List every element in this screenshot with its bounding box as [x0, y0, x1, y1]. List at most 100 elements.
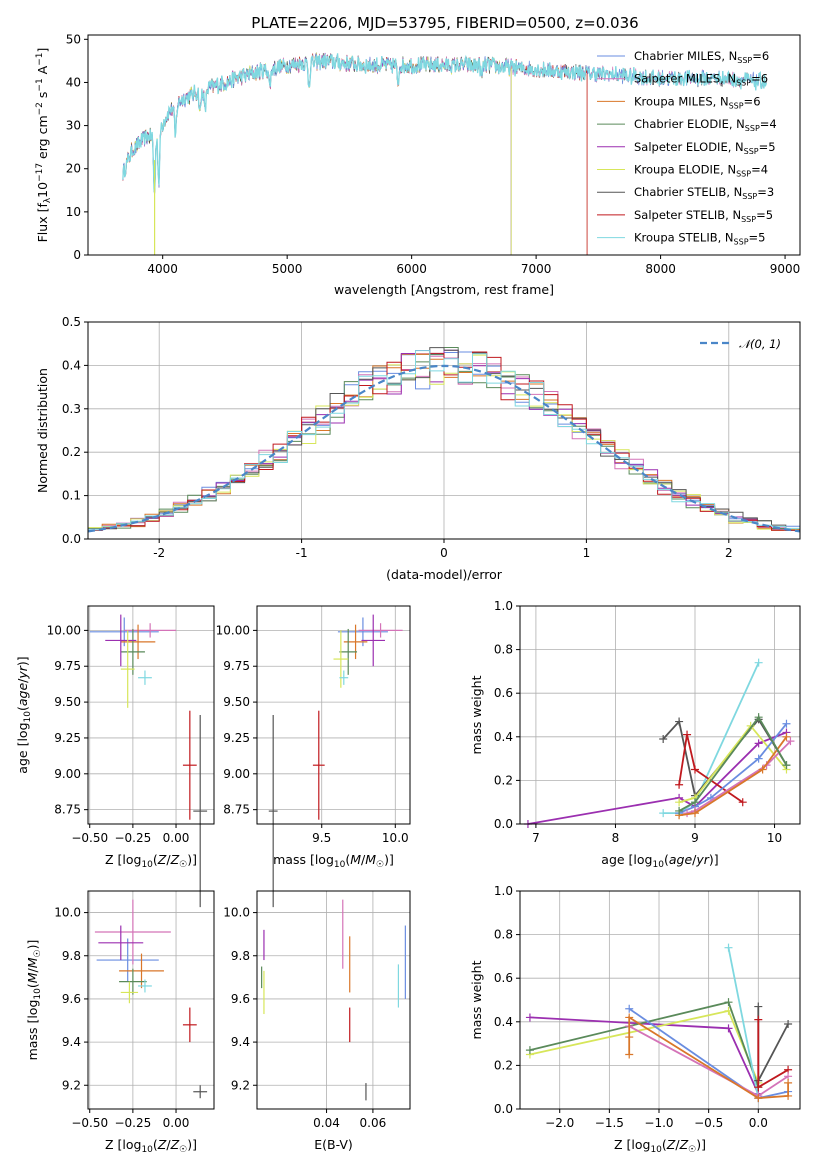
weight-point-marker [758, 765, 767, 774]
x-tick-label: 0.00 [163, 1116, 190, 1130]
weight-series-line [678, 734, 744, 803]
axes-frame [256, 890, 411, 1110]
y-tick-label: 9.75 [223, 659, 250, 673]
mass_vs_Z-panel: −0.50 −0.25 0.00 9.2 9.4 9.6 9.8 10.0 Z [log10(Z… [25, 890, 215, 1155]
legend-entry: Salpeter STELIB, NSSP=5 [634, 208, 773, 224]
weight-point-marker [675, 798, 684, 807]
weight-point-marker [625, 1050, 634, 1059]
y-axis-label: mass weight [469, 675, 484, 754]
weight-point-marker [754, 1015, 763, 1024]
weight-point-marker [738, 798, 747, 807]
x-tick-label: 2 [725, 546, 733, 560]
y-tick-label: 8.75 [223, 803, 250, 817]
weight-point-marker [784, 1019, 793, 1028]
spectrum-line [122, 52, 768, 194]
y-tick-label: 9.00 [54, 767, 81, 781]
mass_vs_EBV-panel: 0.04 0.06 9.2 9.4 9.6 9.8 10.0 E(B-V) [223, 890, 411, 1152]
y-tick-label: 0.2 [494, 773, 513, 787]
y-tick-label: 9.6 [231, 992, 250, 1006]
figure-title: PLATE=2206, MJD=53795, FIBERID=0500, z=0… [251, 14, 638, 32]
legend-entry: Chabrier STELIB, NSSP=3 [634, 185, 774, 201]
y-tick-label: 9.8 [231, 949, 250, 963]
weight-point-marker [754, 1083, 763, 1092]
x-tick-label: -2 [153, 546, 165, 560]
y-tick-label: 0.4 [494, 730, 513, 744]
y-tick-label: 0.5 [62, 315, 81, 329]
weight-point-marker [625, 1013, 634, 1022]
y-tick-label: 30 [66, 119, 81, 133]
weight-point-marker [675, 806, 684, 815]
weight-point-marker [525, 1013, 534, 1022]
histogram-series [88, 347, 800, 531]
weight_vs_Z-panel: −2.0 −1.5 −1.0 −0.5 0.0 0.0 0.2 0.4 0.6 0.8 1.0 mas… [469, 884, 801, 1155]
x-tick-label: 10 [767, 831, 782, 845]
y-tick-label: 9.6 [62, 992, 81, 1006]
weight-point-marker [525, 1046, 534, 1055]
weight-point-marker [691, 765, 699, 774]
x-tick-label: 7000 [521, 262, 552, 276]
age_vs_Z-panel: −0.50 −0.25 0.00 8.75 9.00 9.25 9.50 9.75 10.00 Z… [15, 605, 215, 908]
weight-series-line [727, 947, 760, 1099]
y-tick-label: 9.4 [231, 1035, 250, 1049]
weight-point-marker [625, 1033, 634, 1042]
x-tick-label: 4000 [147, 262, 178, 276]
y-tick-label: 9.4 [62, 1035, 81, 1049]
legend-entry: 𝒩(0, 1) [739, 337, 781, 351]
weight-point-marker [754, 739, 763, 748]
legend-entry: Kroupa STELIB, NSSP=5 [634, 231, 766, 247]
axes-frame [87, 34, 801, 256]
x-axis-label: mass [log10(M/M☉)] [273, 852, 394, 870]
legend-entry: Kroupa MILES, NSSP=6 [634, 94, 761, 110]
y-tick-label: 0.8 [494, 928, 513, 942]
weight-point-marker [625, 1004, 634, 1013]
legend-entry: Chabrier MILES, NSSP=6 [634, 49, 769, 65]
spectrum-line [122, 53, 588, 255]
y-tick-label: 10.00 [47, 623, 81, 637]
y-tick-label: 9.25 [54, 731, 81, 745]
normal-reference-curve [87, 364, 801, 533]
y-axis-label: mass [log10(M/M☉)] [25, 940, 43, 1061]
x-axis-label: E(B-V) [314, 1137, 353, 1152]
x-axis-label: age [log10(age/yr)] [601, 852, 718, 870]
x-tick-label: −0.25 [114, 1116, 151, 1130]
weight-point-marker [683, 730, 692, 739]
y-tick-label: 0.2 [62, 445, 81, 459]
y-tick-label: 8.75 [54, 803, 81, 817]
weight-point-marker [754, 1002, 763, 1011]
x-tick-label: 10.0 [382, 831, 409, 845]
weight-point-marker [782, 761, 791, 770]
x-tick-label: 9000 [770, 262, 801, 276]
weight-point-marker [659, 809, 668, 818]
x-tick-label: 9.5 [312, 831, 331, 845]
weight-point-marker [724, 998, 733, 1007]
x-tick-label: 8000 [645, 262, 676, 276]
y-tick-label: 0.4 [494, 1015, 513, 1029]
y-tick-label: 1.0 [494, 599, 513, 613]
weight-series-line [757, 1006, 789, 1082]
weight-point-marker [724, 1024, 733, 1033]
weight-point-marker [691, 809, 699, 818]
x-tick-label: 0.0 [749, 1116, 768, 1130]
weight-series-line [678, 715, 788, 812]
weight-point-marker [786, 737, 795, 746]
axes-frame [519, 605, 801, 825]
weight-point-marker [782, 719, 791, 728]
legend-entry: Chabrier ELODIE, NSSP=4 [634, 117, 777, 133]
age_vs_mass-panel: 9.5 10.0 8.75 9.00 9.25 9.50 9.75 10.00 mass [lo… [216, 605, 411, 908]
y-tick-label: 10 [66, 205, 81, 219]
weight-series-line [678, 724, 788, 804]
x-tick-label: 1 [583, 546, 591, 560]
residuals-panel: -2 -1 0 1 2 0.0 0.1 0.2 0.3 0.4 0.5 𝒩(0, 1) (data-mo… [35, 315, 801, 582]
x-axis-label: wavelength [Angstrom, rest frame] [334, 282, 554, 297]
weight-point-marker [754, 658, 763, 667]
y-tick-label: 9.8 [62, 949, 81, 963]
weight_vs_age-panel: 7 8 9 10 0.0 0.2 0.4 0.6 0.8 1.0 mass weight age [l… [469, 599, 801, 870]
y-tick-label: 0.0 [494, 817, 513, 831]
y-axis-label: Flux [fλ10−17 erg cm−2 s−1 A−1] [35, 48, 53, 243]
spectrum-panel: 4000 5000 6000 7000 8000 9000 0 10 20 30 40 50 Chabr… [35, 32, 801, 297]
x-tick-label: −1.0 [644, 1116, 673, 1130]
x-tick-label: 5000 [272, 262, 303, 276]
weight-point-marker [659, 734, 668, 743]
x-axis-label: Z [log10(Z/Z☉)] [614, 1137, 706, 1155]
